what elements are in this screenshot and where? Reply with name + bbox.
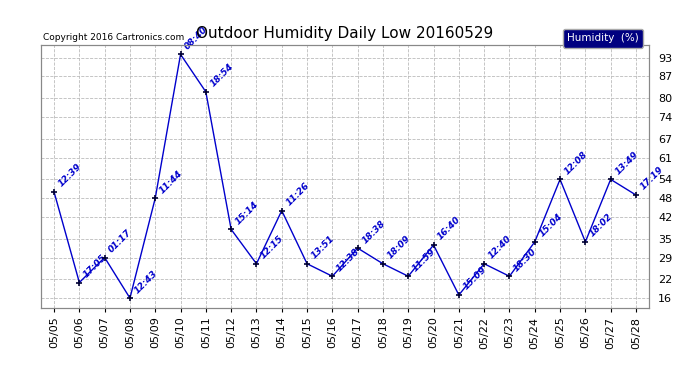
Text: 17:05: 17:05	[82, 253, 108, 279]
Text: 12:43: 12:43	[132, 268, 159, 295]
Text: 11:59: 11:59	[411, 246, 437, 273]
Text: Copyright 2016 Cartronics.com: Copyright 2016 Cartronics.com	[43, 33, 184, 42]
Text: 08:40: 08:40	[183, 25, 210, 51]
Text: 01:17: 01:17	[107, 228, 134, 254]
Text: 18:30: 18:30	[512, 246, 539, 273]
Text: 12:40: 12:40	[486, 234, 513, 261]
Text: 15:09: 15:09	[462, 265, 488, 292]
Text: 13:49: 13:49	[613, 150, 640, 176]
Text: 18:54: 18:54	[208, 62, 235, 89]
Text: 11:26: 11:26	[284, 181, 311, 207]
Text: 18:09: 18:09	[386, 234, 412, 261]
Text: 16:40: 16:40	[436, 215, 463, 242]
Text: 15:14: 15:14	[234, 200, 260, 226]
Text: 12:39: 12:39	[57, 162, 83, 189]
Text: 18:02: 18:02	[588, 212, 615, 239]
Text: 13:51: 13:51	[310, 234, 336, 261]
Text: 11:44: 11:44	[158, 168, 184, 195]
Text: 17:19: 17:19	[638, 165, 665, 192]
Text: 15:04: 15:04	[538, 212, 564, 239]
Legend: Humidity  (%): Humidity (%)	[563, 29, 643, 48]
Text: 12:15: 12:15	[259, 234, 286, 261]
Text: 12:08: 12:08	[562, 150, 589, 176]
Text: 12:38: 12:38	[335, 246, 362, 273]
Title: Outdoor Humidity Daily Low 20160529: Outdoor Humidity Daily Low 20160529	[197, 26, 493, 41]
Text: 18:38: 18:38	[360, 218, 387, 245]
